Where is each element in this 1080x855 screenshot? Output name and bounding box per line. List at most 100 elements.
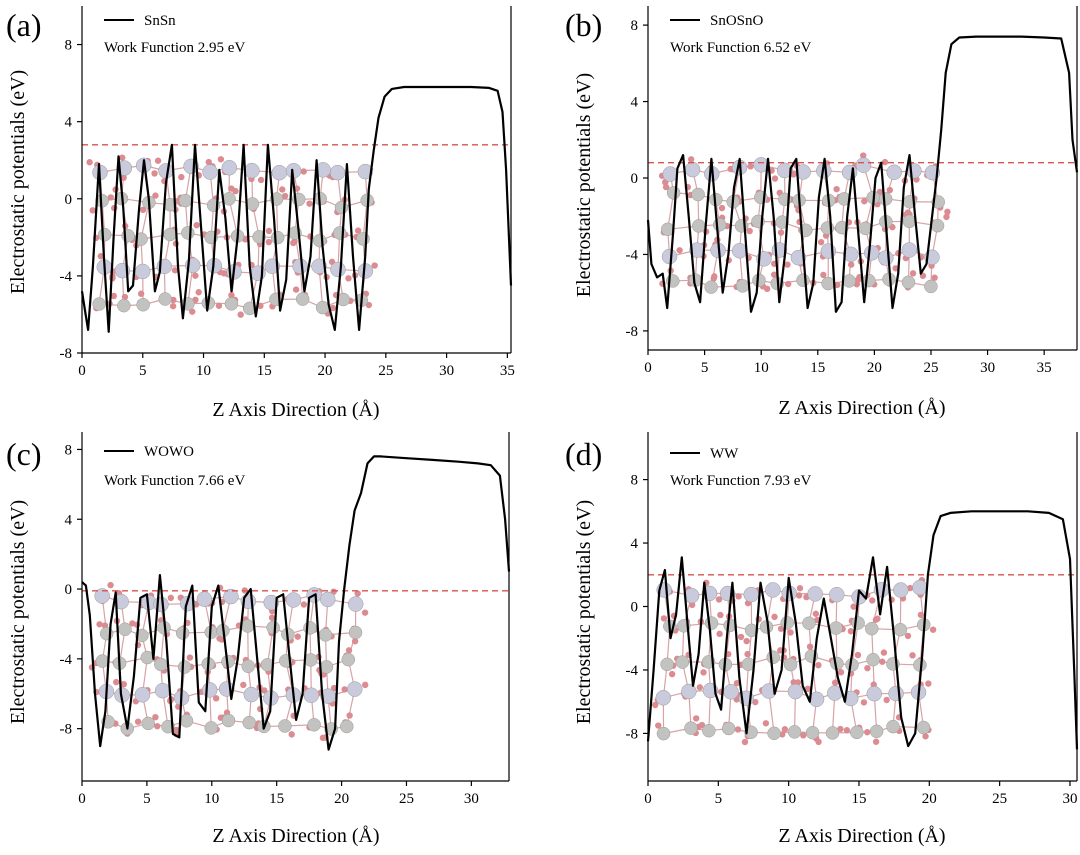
metal-atom xyxy=(347,681,363,697)
oxygen-atom xyxy=(96,621,103,628)
oxygen-atom xyxy=(861,198,868,205)
metal-atom xyxy=(94,588,110,604)
oxygen-atom xyxy=(847,261,855,268)
metal-atom xyxy=(330,261,346,278)
metal-atom xyxy=(221,713,236,728)
metal-atom xyxy=(661,248,678,265)
oxygen-atom xyxy=(120,680,128,688)
x-tick-label: 15 xyxy=(257,363,272,379)
y-axis-title: Electrostatic potentials (eV) xyxy=(573,73,595,297)
oxygen-atom xyxy=(341,686,348,693)
oxygen-atom xyxy=(676,247,683,254)
oxygen-atom xyxy=(804,685,811,693)
metal-atom xyxy=(886,164,902,180)
oxygen-atom xyxy=(762,720,770,727)
metal-atom xyxy=(312,233,327,248)
metal-atom xyxy=(315,300,330,315)
y-tick-label: 0 xyxy=(65,582,73,598)
metal-atom xyxy=(841,164,858,181)
metal-atom xyxy=(702,723,716,738)
x-tick-label: 5 xyxy=(701,360,709,376)
oxygen-atom xyxy=(847,628,855,635)
oxygen-atom xyxy=(929,626,937,633)
metal-atom xyxy=(930,218,945,233)
metal-atom xyxy=(347,596,364,612)
x-tick-label: 10 xyxy=(754,360,769,376)
oxygen-atom xyxy=(869,597,876,604)
x-axis-title: Z Axis Direction (Å) xyxy=(778,825,945,847)
metal-atom xyxy=(704,616,719,630)
oxygen-atom xyxy=(330,684,338,692)
metal-atom xyxy=(765,582,781,598)
oxygen-atom xyxy=(217,156,225,163)
x-tick-label: 25 xyxy=(992,791,1007,807)
metal-atom xyxy=(691,219,706,233)
oxygen-atom xyxy=(817,238,825,246)
oxygen-atom xyxy=(279,186,286,193)
oxygen-atom xyxy=(734,726,742,733)
oxygen-atom xyxy=(205,158,212,166)
oxygen-atom xyxy=(97,252,105,260)
oxygen-atom xyxy=(257,176,265,184)
work-function-annotation: Work Function 6.52 eV xyxy=(670,40,811,56)
metal-atom xyxy=(787,725,802,739)
metal-atom xyxy=(723,684,739,700)
x-tick-label: 35 xyxy=(500,363,515,379)
oxygen-atom xyxy=(240,681,247,689)
oxygen-atom xyxy=(747,163,754,170)
panel-a: (a) Z Axis Direction (Å) Electrostatic p… xyxy=(6,6,515,421)
metal-atom xyxy=(134,687,151,703)
metal-atom xyxy=(731,242,748,259)
panel-label: (a) xyxy=(6,7,42,43)
oxygen-atom xyxy=(781,726,789,733)
metal-atom xyxy=(252,230,266,244)
oxygen-atom xyxy=(854,651,862,659)
metal-atom xyxy=(141,716,155,731)
metal-atom xyxy=(318,628,333,642)
metal-atom xyxy=(135,628,149,643)
x-tick-label: 0 xyxy=(78,791,86,807)
oxygen-atom xyxy=(796,585,804,592)
metal-atom xyxy=(912,579,928,596)
metal-atom xyxy=(154,682,171,699)
oxygen-atom xyxy=(831,679,839,686)
oxygen-atom xyxy=(151,170,158,177)
metal-atom xyxy=(153,596,169,613)
x-tick-label: 25 xyxy=(923,360,938,376)
metal-atom xyxy=(878,250,894,266)
metal-atom xyxy=(790,249,807,266)
metal-atom xyxy=(886,719,900,734)
oxygen-atom xyxy=(909,270,917,277)
metal-atom xyxy=(271,164,288,181)
metal-atom xyxy=(901,275,916,290)
metal-atom xyxy=(704,280,718,294)
metal-atom xyxy=(843,246,859,263)
series-line-WW xyxy=(646,510,1079,750)
x-axis-title: Z Axis Direction (Å) xyxy=(212,825,379,847)
metal-atom xyxy=(245,197,260,211)
oxygen-atom xyxy=(186,654,194,661)
oxygen-atom xyxy=(121,293,129,301)
metal-atom xyxy=(787,683,804,700)
x-tick-label: 30 xyxy=(439,363,454,379)
oxygen-atom xyxy=(265,227,273,235)
oxygen-atom xyxy=(228,291,235,299)
oxygen-atom xyxy=(212,695,220,702)
oxygen-atom xyxy=(850,603,857,610)
metal-atom xyxy=(807,586,823,602)
oxygen-atom xyxy=(291,238,298,245)
y-tick-label: 4 xyxy=(65,512,73,528)
oxygen-atom xyxy=(864,664,871,672)
metal-atom xyxy=(178,193,193,208)
oxygen-atom xyxy=(735,593,742,600)
oxygen-atom xyxy=(737,633,745,641)
metal-atom xyxy=(177,660,192,674)
legend-label: WOWO xyxy=(144,444,194,460)
oxygen-atom xyxy=(215,302,223,309)
work-function-annotation: Work Function 7.93 eV xyxy=(670,473,811,489)
metal-atom xyxy=(295,292,310,306)
metal-atom xyxy=(242,715,256,730)
oxygen-atom xyxy=(880,649,888,656)
y-tick-label: -8 xyxy=(626,324,639,340)
